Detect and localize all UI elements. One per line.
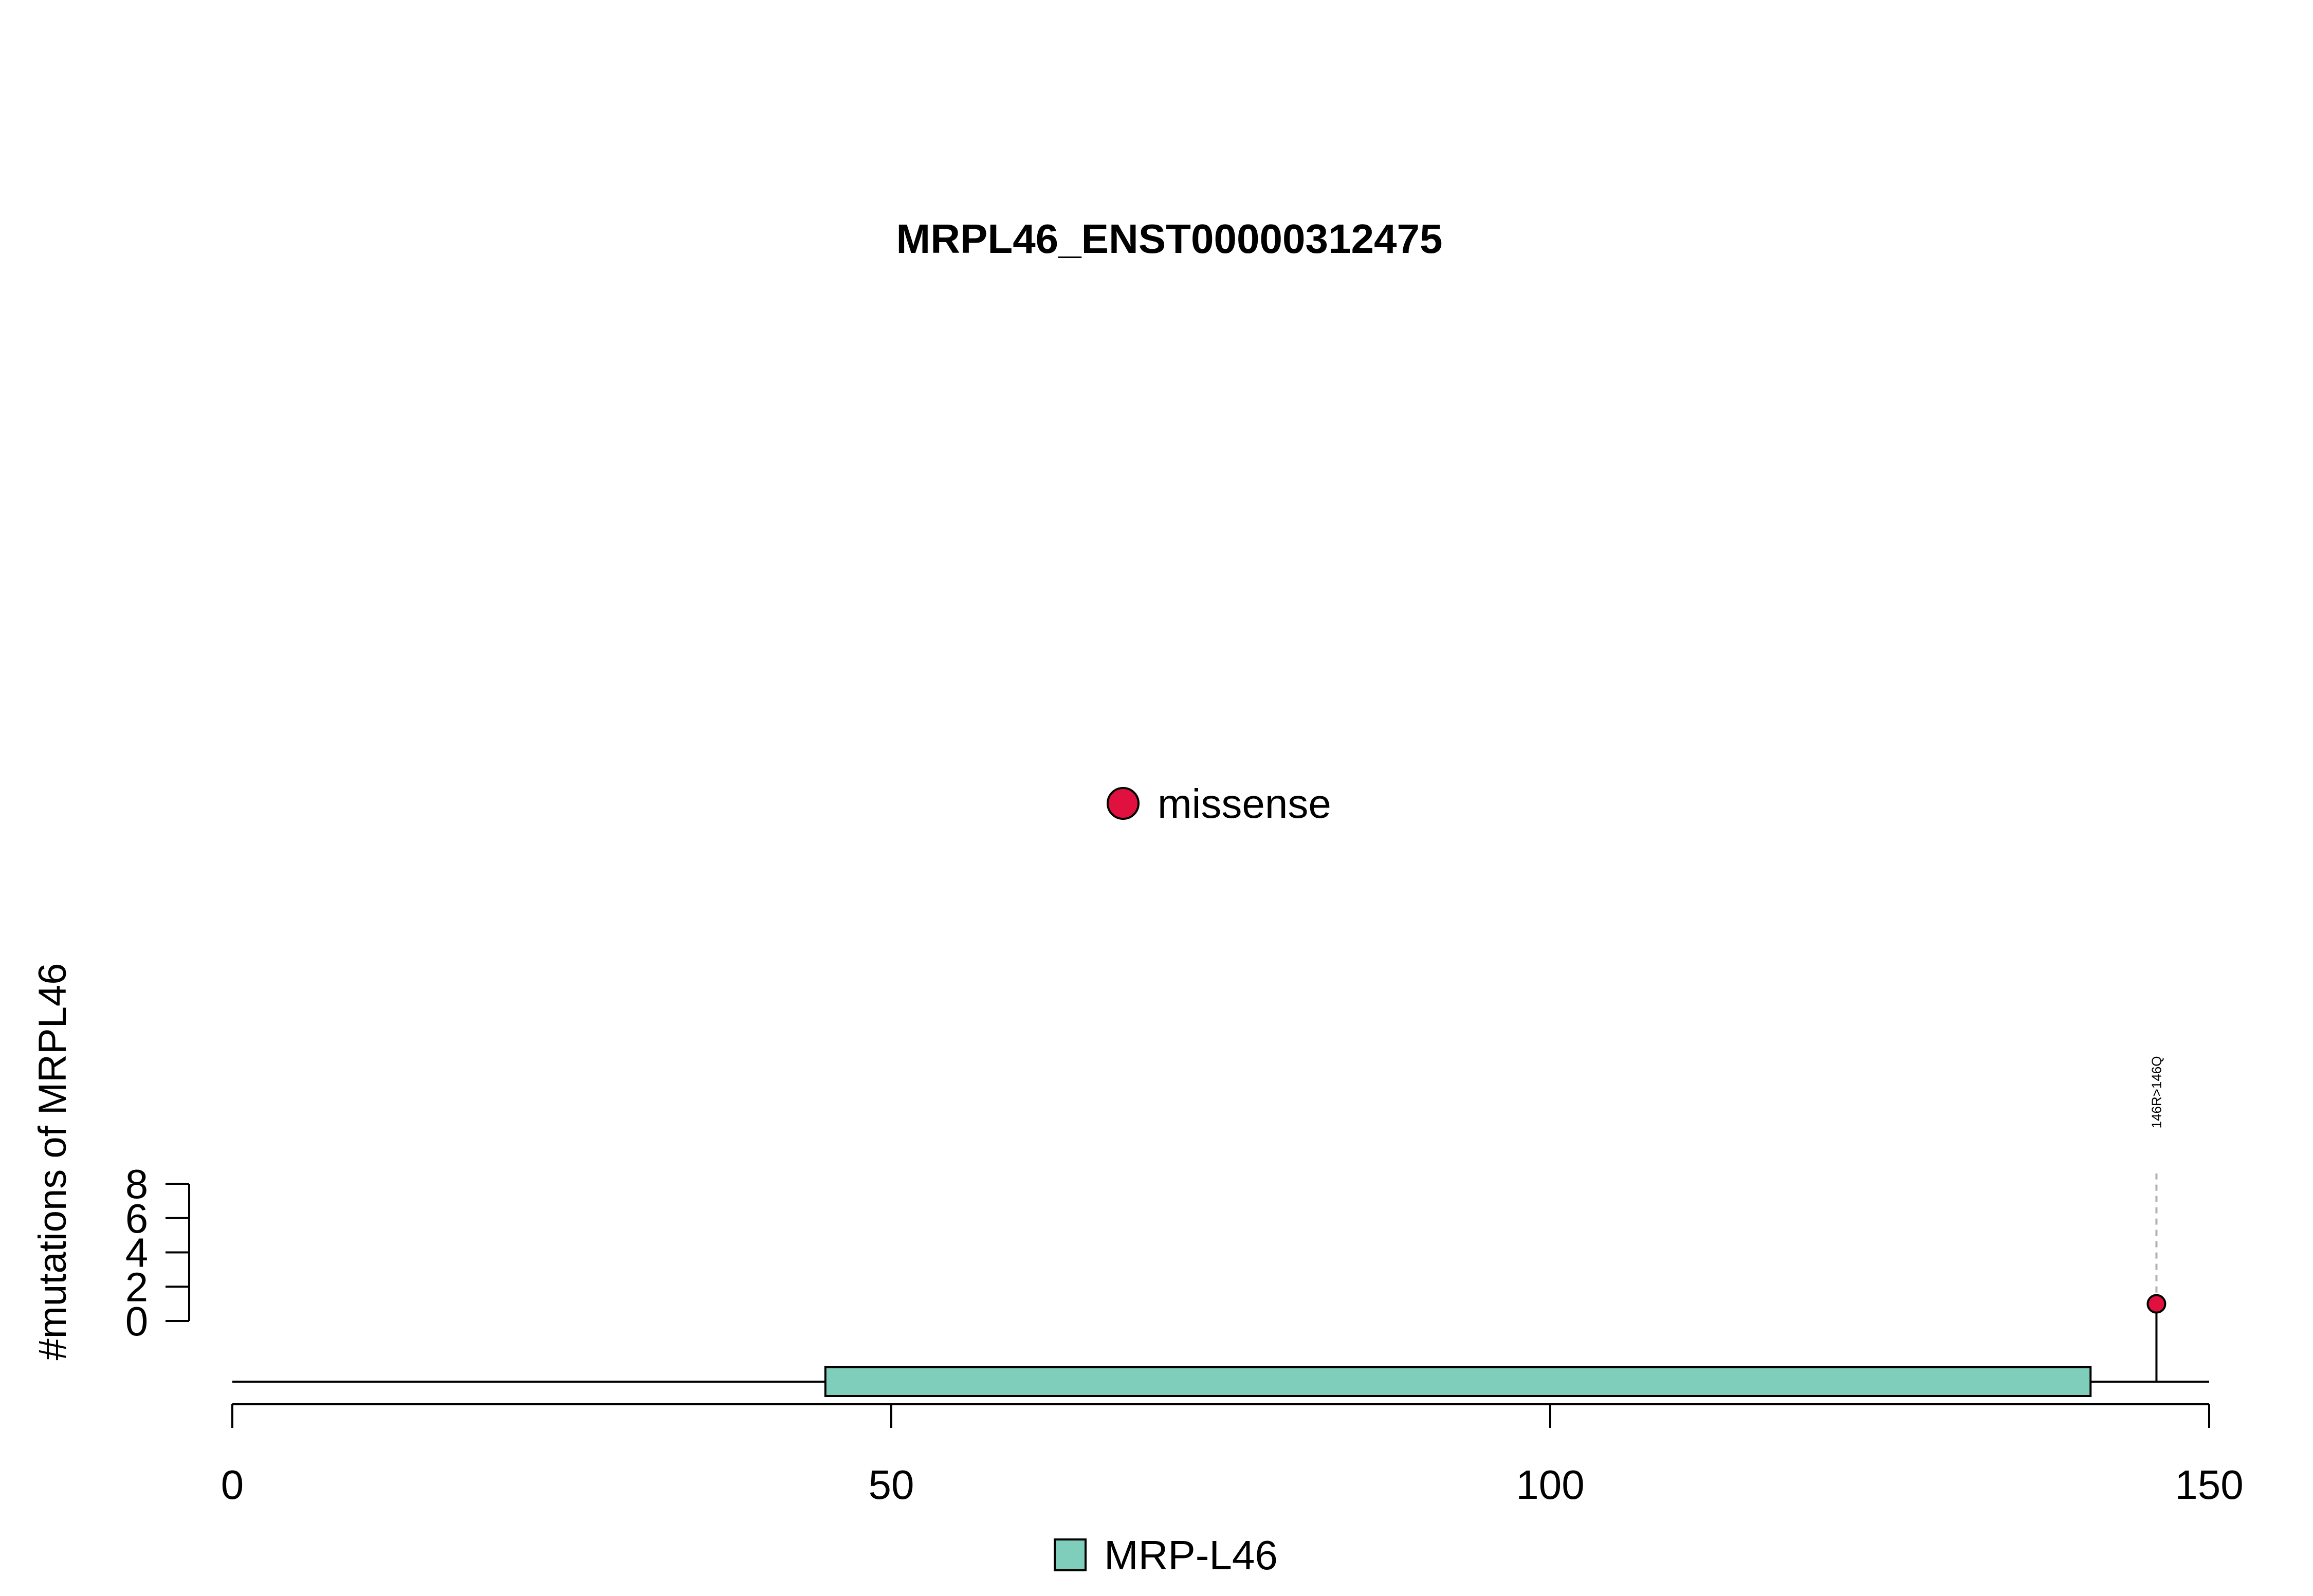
y-axis-label: #mutations of MRPL46 bbox=[31, 963, 75, 1360]
mutation-lollipops: 146R>146Q bbox=[2146, 1056, 2167, 1382]
protein-track bbox=[232, 1366, 2209, 1397]
y-tick-label: 0 bbox=[125, 1298, 149, 1344]
y-tick-label: 6 bbox=[125, 1196, 149, 1241]
y-tick-label: 2 bbox=[125, 1264, 149, 1310]
y-tick-label: 4 bbox=[125, 1230, 149, 1276]
mutation-point bbox=[2146, 1294, 2167, 1314]
mutation-legend: missense bbox=[1107, 781, 1331, 827]
domain-bar bbox=[824, 1366, 2092, 1397]
x-tick-label: 150 bbox=[2175, 1462, 2243, 1508]
x-tick-label: 0 bbox=[221, 1462, 244, 1508]
domain-legend-label: MRP-L46 bbox=[1104, 1532, 1278, 1578]
domain-legend: MRP-L46 bbox=[1054, 1532, 1278, 1578]
x-tick-label: 50 bbox=[869, 1462, 914, 1508]
legend-marker-missense bbox=[1107, 787, 1140, 820]
legend-label-missense: missense bbox=[1158, 781, 1331, 827]
chart-title: MRPL46_ENST00000312475 bbox=[896, 216, 1443, 262]
domain-legend-swatch bbox=[1054, 1538, 1087, 1571]
mutation-label: 146R>146Q bbox=[2149, 1056, 2164, 1129]
x-tick-label: 100 bbox=[1516, 1462, 1584, 1508]
y-tick-label: 8 bbox=[125, 1161, 149, 1207]
x-axis: 0 50 100 150 bbox=[221, 1403, 2244, 1508]
